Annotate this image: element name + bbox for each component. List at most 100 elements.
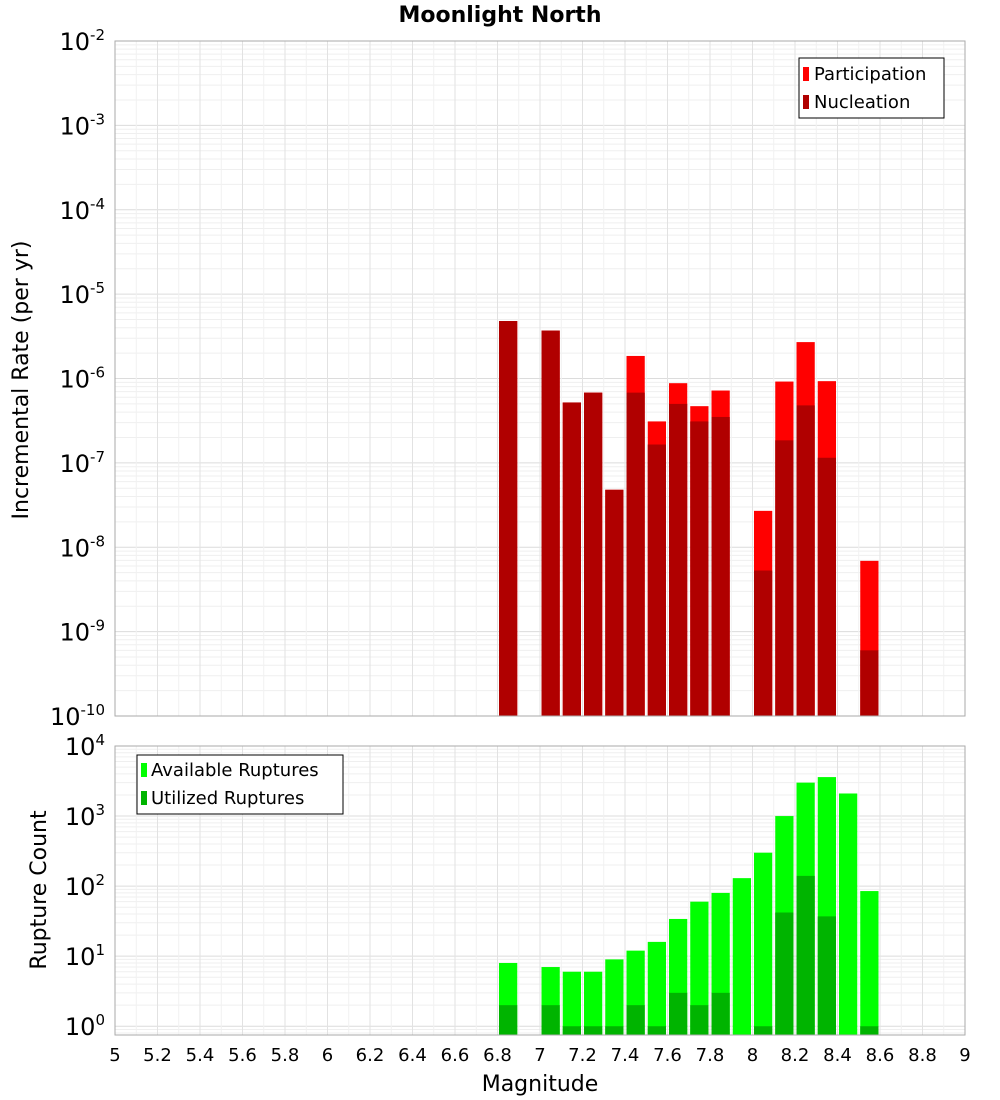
x-tick-label: 7 — [534, 1045, 545, 1066]
bar-utilized-ruptures — [754, 1026, 773, 1035]
rate-y-axis-label: Incremental Rate (per yr) — [9, 241, 34, 520]
y-tick-label: 10-4 — [59, 195, 105, 225]
y-tick-label: 10-5 — [59, 279, 105, 309]
bar-available-ruptures — [860, 891, 879, 1035]
x-tick-label: 8.8 — [908, 1045, 937, 1066]
y-tick-label: 10-6 — [59, 364, 105, 394]
rate-panel: 10-2 10-3 10-4 10-5 10-6 10-7 10-8 10-9 10-10 In… — [9, 26, 966, 731]
legend-swatch-available — [141, 763, 147, 777]
x-tick-label: 5.8 — [271, 1045, 300, 1066]
legend-swatch-utilized — [141, 791, 147, 805]
y-tick-label: 103 — [65, 801, 105, 831]
legend-label-available: Available Ruptures — [151, 760, 319, 781]
bar-nucleation — [584, 392, 603, 716]
x-tick-labels: 5 5.2 5.4 5.6 5.8 6 6.2 6.4 6.6 6.8 7 7.2 7.4 7.6 7.8 8… — [109, 1045, 970, 1066]
bar-nucleation — [860, 650, 879, 716]
rate-grid — [114, 40, 966, 717]
x-tick-label: 7.2 — [568, 1045, 597, 1066]
rate-bars — [499, 321, 879, 716]
bar-nucleation — [626, 392, 645, 716]
count-plot-frame — [114, 745, 966, 1036]
legend-label-nucleation: Nucleation — [814, 92, 910, 113]
x-tick-label: 7.8 — [696, 1045, 725, 1066]
chart-title: Moonlight North — [398, 3, 601, 28]
bar-utilized-ruptures — [541, 1005, 560, 1035]
x-tick-label: 6.8 — [483, 1045, 512, 1066]
bar-available-ruptures — [584, 971, 603, 1035]
bar-utilized-ruptures — [711, 992, 730, 1035]
x-tick-label: 8.2 — [781, 1045, 810, 1066]
y-tick-label: 104 — [65, 731, 105, 761]
y-tick-label: 100 — [65, 1011, 105, 1041]
count-bars — [499, 777, 879, 1035]
y-tick-label: 10-9 — [59, 617, 105, 647]
x-tick-label: 5.4 — [186, 1045, 215, 1066]
rate-y-tick-labels: 10-2 10-3 10-4 10-5 10-6 10-7 10-8 10-9 10-10 — [50, 26, 105, 731]
legend-swatch-nucleation — [803, 95, 809, 109]
y-tick-label: 10-2 — [59, 26, 105, 56]
bar-available-ruptures — [690, 901, 709, 1035]
bar-utilized-ruptures — [499, 1005, 518, 1035]
count-legend: Available Ruptures Utilized Ruptures — [136, 754, 344, 815]
x-tick-label: 6 — [322, 1045, 333, 1066]
bar-utilized-ruptures — [584, 1026, 603, 1035]
count-y-axis-label: Rupture Count — [27, 810, 52, 970]
y-tick-label: 101 — [65, 941, 105, 971]
bar-nucleation — [562, 402, 581, 716]
count-y-tick-labels: 104 103 102 101 100 — [65, 731, 105, 1041]
rate-plot-frame — [114, 40, 966, 717]
y-tick-label: 10-10 — [50, 701, 105, 731]
bar-nucleation — [669, 403, 688, 716]
bar-nucleation — [541, 330, 560, 716]
bar-available-ruptures — [562, 971, 581, 1035]
bar-available-ruptures — [839, 793, 858, 1035]
x-tick-label: 6.4 — [398, 1045, 427, 1066]
bar-nucleation — [711, 416, 730, 716]
x-tick-label: 5 — [109, 1045, 120, 1066]
bar-nucleation — [796, 405, 815, 716]
count-legend-box — [136, 754, 344, 815]
bar-utilized-ruptures — [817, 916, 836, 1035]
x-tick-label: 6.6 — [441, 1045, 470, 1066]
legend-label-participation: Participation — [814, 64, 926, 85]
y-tick-label: 102 — [65, 871, 105, 901]
bar-utilized-ruptures — [562, 1026, 581, 1035]
rate-legend: Participation Nucleation — [798, 57, 945, 119]
bar-utilized-ruptures — [626, 1005, 645, 1035]
legend-swatch-participation — [803, 67, 809, 81]
bar-utilized-ruptures — [669, 992, 688, 1035]
bar-utilized-ruptures — [605, 1026, 624, 1035]
bar-nucleation — [817, 457, 836, 716]
rate-legend-box — [798, 57, 945, 119]
x-tick-label: 8.4 — [823, 1045, 852, 1066]
x-tick-label: 5.6 — [228, 1045, 257, 1066]
x-tick-label: 6.2 — [356, 1045, 385, 1066]
legend-label-utilized: Utilized Ruptures — [151, 788, 304, 809]
bar-available-ruptures — [754, 852, 773, 1035]
bar-available-ruptures — [605, 959, 624, 1035]
bar-utilized-ruptures — [796, 875, 815, 1035]
y-tick-label: 10-8 — [59, 532, 105, 562]
bar-nucleation — [775, 440, 794, 716]
y-tick-label: 10-3 — [59, 110, 105, 140]
x-tick-label: 7.4 — [611, 1045, 640, 1066]
bar-available-ruptures — [732, 878, 751, 1035]
bar-available-ruptures — [647, 941, 666, 1035]
x-tick-label: 9 — [959, 1045, 970, 1066]
bar-utilized-ruptures — [775, 912, 794, 1035]
count-panel: 104 103 102 101 100 5 5.2 5.4 5.6 5.8 6 6.2 6.4 6.6 6… — [27, 731, 971, 1097]
x-tick-label: 8 — [747, 1045, 758, 1066]
x-tick-label: 7.6 — [653, 1045, 682, 1066]
bar-utilized-ruptures — [647, 1026, 666, 1035]
y-tick-label: 10-7 — [59, 448, 105, 478]
x-tick-label: 5.2 — [143, 1045, 172, 1066]
bar-nucleation — [754, 570, 773, 716]
bar-nucleation — [647, 444, 666, 716]
x-axis-label: Magnitude — [482, 1072, 599, 1097]
bar-utilized-ruptures — [690, 1005, 709, 1035]
bar-utilized-ruptures — [860, 1026, 879, 1035]
bar-nucleation — [499, 321, 518, 716]
x-tick-label: 8.6 — [866, 1045, 895, 1066]
bar-nucleation — [605, 489, 624, 716]
